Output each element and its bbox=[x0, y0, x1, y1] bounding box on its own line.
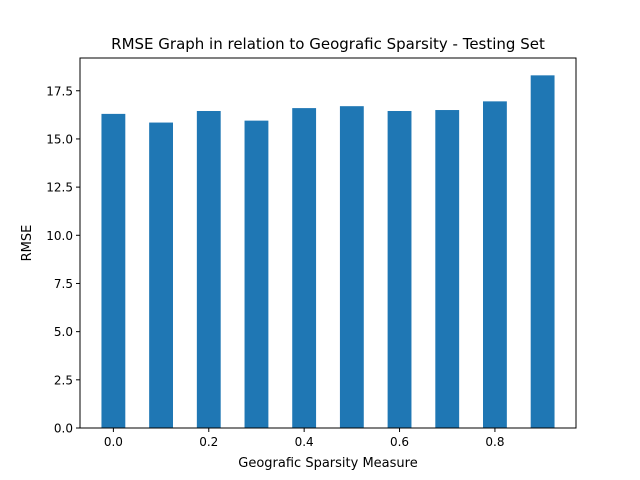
y-tick-label: 17.5 bbox=[46, 84, 73, 98]
bar-6 bbox=[387, 110, 412, 429]
y-tick-label: 7.5 bbox=[54, 277, 73, 291]
chart-title: RMSE Graph in relation to Geografic Spar… bbox=[111, 35, 545, 53]
x-tick-label: 0.0 bbox=[104, 435, 123, 449]
x-axis-label: Geografic Sparsity Measure bbox=[238, 456, 417, 471]
bar-1 bbox=[149, 122, 173, 429]
y-tick-label: 2.5 bbox=[54, 373, 73, 387]
bar-2 bbox=[196, 110, 221, 429]
y-tick-label: 15.0 bbox=[46, 132, 73, 146]
bar-9 bbox=[530, 75, 555, 428]
y-axis-label: RMSE bbox=[20, 225, 35, 262]
bar-4 bbox=[292, 108, 317, 429]
plot-frame bbox=[79, 57, 577, 429]
bar-0 bbox=[101, 113, 126, 429]
bars-group bbox=[101, 75, 555, 429]
x-tick-label: 0.8 bbox=[485, 435, 504, 449]
bar-7 bbox=[435, 110, 460, 428]
x-tick-label: 0.6 bbox=[390, 435, 409, 449]
y-tick-label: 12.5 bbox=[46, 181, 73, 195]
y-axis-ticks: 0.0 2.5 5.0 7.5 10.0 12.5 15.0 17.5 bbox=[46, 84, 80, 436]
bar-8 bbox=[483, 101, 507, 428]
y-tick-label: 0.0 bbox=[54, 422, 73, 436]
y-tick-label: 5.0 bbox=[54, 325, 73, 339]
x-tick-label: 0.2 bbox=[199, 435, 218, 449]
bar-3 bbox=[244, 120, 269, 428]
x-axis-ticks: 0.0 0.2 0.4 0.6 0.8 bbox=[104, 428, 504, 449]
y-tick-label: 10.0 bbox=[46, 229, 73, 243]
bar-5 bbox=[339, 106, 364, 428]
x-tick-label: 0.4 bbox=[295, 435, 314, 449]
